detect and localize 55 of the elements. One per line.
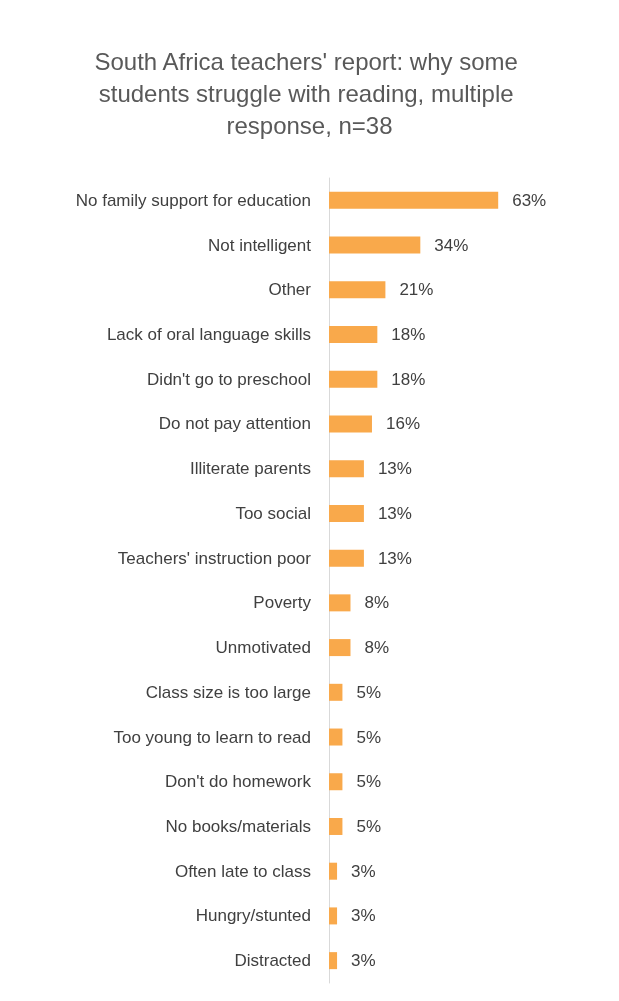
data-label: 5% — [356, 727, 382, 747]
y-tick-label: Unmotivated — [215, 638, 311, 658]
y-tick-label: Class size is too large — [145, 682, 311, 702]
bar — [329, 639, 351, 657]
y-tick-label: Hungry/stunted — [195, 906, 311, 926]
y-tick-label: Lack of oral language skills — [106, 325, 311, 345]
y-tick-label: Illiterate parents — [190, 459, 311, 479]
data-label: 8% — [364, 593, 390, 613]
bar — [329, 862, 338, 880]
bar — [329, 236, 421, 254]
data-label: 18% — [391, 325, 426, 345]
y-tick-label: No family support for education — [75, 190, 311, 210]
bar — [329, 728, 343, 746]
y-tick-label: Teachers' instruction poor — [117, 548, 312, 568]
y-tick-label: No books/materials — [165, 816, 311, 836]
bar — [329, 907, 338, 925]
data-label: 8% — [364, 638, 390, 658]
bar — [329, 460, 364, 478]
bar — [329, 773, 343, 791]
data-label: 3% — [351, 906, 376, 926]
y-tick-label: Other — [268, 280, 312, 300]
bar — [329, 549, 364, 567]
y-tick-label: Too young to learn to read — [113, 727, 311, 747]
bar — [329, 504, 364, 522]
y-tick-label: Didn't go to preschool — [147, 369, 311, 389]
data-label: 13% — [377, 548, 412, 568]
y-tick-label: Too social — [235, 503, 311, 523]
data-label: 3% — [351, 861, 376, 881]
y-tick-label: Do not pay attention — [158, 414, 311, 434]
bar — [329, 952, 338, 970]
data-label: 5% — [356, 682, 382, 702]
data-label: 13% — [377, 459, 412, 479]
data-label: 16% — [385, 414, 420, 434]
bar — [329, 415, 372, 433]
data-label: 63% — [512, 190, 547, 210]
bar — [329, 281, 386, 299]
bar — [329, 683, 343, 701]
data-label: 13% — [377, 503, 412, 523]
chart-title: South Africa teachers' report: why some students struggle with reading, multiple response, n=38 — [94, 47, 525, 139]
y-tick-label: Often late to class — [174, 861, 311, 881]
bar — [329, 326, 378, 344]
bar — [329, 370, 378, 388]
data-label: 5% — [356, 772, 382, 792]
data-label: 34% — [434, 235, 469, 255]
y-tick-label: Poverty — [253, 593, 312, 613]
y-tick-label: Don't do homework — [165, 772, 312, 792]
data-label: 3% — [351, 951, 376, 971]
data-label: 21% — [399, 280, 434, 300]
bar — [329, 191, 499, 209]
bar — [329, 817, 343, 835]
bar — [329, 594, 351, 612]
y-tick-label: Distracted — [234, 951, 311, 971]
data-label: 5% — [356, 816, 382, 836]
data-label: 18% — [391, 369, 426, 389]
y-tick-label: Not intelligent — [207, 235, 312, 255]
